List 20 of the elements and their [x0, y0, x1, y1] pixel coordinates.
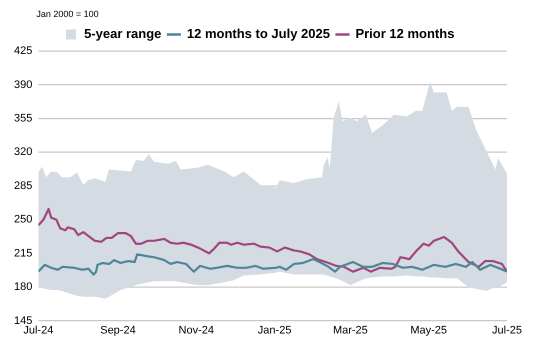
x-tick-label: Sep-24: [100, 324, 136, 336]
x-tick-label: Jul-24: [23, 324, 54, 336]
x-tick-label: May-25: [410, 324, 448, 336]
x-tick-label: Mar-25: [332, 324, 368, 336]
x-tick-label: Nov-24: [178, 324, 214, 336]
y-tick-label: 390: [14, 78, 32, 91]
y-tick-label: 180: [14, 281, 32, 294]
y-tick-label: 320: [14, 146, 32, 158]
y-tick-label: 425: [14, 45, 32, 58]
text: Jan 2000 = 100: [36, 8, 99, 19]
legend-label: Prior 12 months: [355, 26, 454, 42]
y-tick-label: 355: [14, 112, 32, 124]
y-tick-label: 285: [14, 180, 32, 192]
x-tick-label: Jul-25: [492, 324, 522, 336]
y-tick-label: 145: [14, 314, 32, 327]
y-tick-label: 215: [14, 247, 32, 260]
y-tick-label: 250: [14, 214, 32, 226]
legend-label: 5-year range: [84, 26, 162, 42]
legend-label: 12 months to July 2025: [186, 26, 330, 42]
x-tick-label: Jan-25: [258, 324, 292, 336]
